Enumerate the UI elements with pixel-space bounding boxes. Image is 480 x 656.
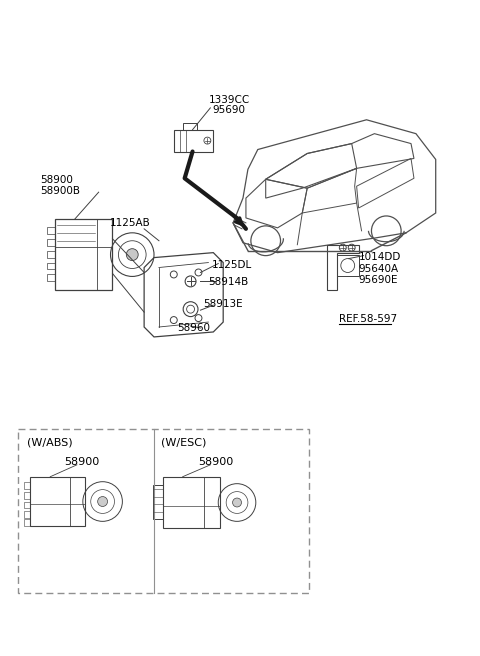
- Bar: [24, 482, 30, 489]
- Bar: [47, 262, 55, 270]
- Bar: [183, 123, 197, 130]
- Text: (W/ABS): (W/ABS): [27, 437, 73, 447]
- Bar: [24, 502, 30, 508]
- Text: 58900: 58900: [64, 457, 99, 467]
- Text: 95690E: 95690E: [359, 276, 398, 285]
- Text: (W/ESC): (W/ESC): [161, 437, 206, 447]
- Bar: [24, 491, 30, 499]
- Text: 58960: 58960: [177, 323, 210, 333]
- Text: 58900: 58900: [199, 457, 234, 467]
- Bar: [24, 512, 30, 518]
- Text: 95690: 95690: [212, 105, 245, 115]
- Bar: [337, 255, 359, 276]
- Text: 58914B: 58914B: [208, 277, 249, 287]
- Text: 58900B: 58900B: [40, 186, 80, 196]
- Bar: [47, 239, 55, 246]
- Bar: [47, 251, 55, 258]
- Bar: [24, 520, 30, 526]
- Bar: [163, 477, 220, 528]
- Text: REF.58-597: REF.58-597: [339, 314, 397, 324]
- Bar: [47, 274, 55, 281]
- Text: 95640A: 95640A: [359, 264, 399, 274]
- Circle shape: [233, 498, 241, 507]
- Bar: [55, 219, 112, 291]
- Text: 1014DD: 1014DD: [359, 252, 401, 262]
- Text: 1339CC: 1339CC: [208, 95, 250, 105]
- Bar: [153, 485, 163, 520]
- Text: 1125DL: 1125DL: [211, 260, 252, 270]
- Bar: [47, 227, 55, 234]
- Circle shape: [126, 249, 138, 260]
- Text: 1125AB: 1125AB: [109, 218, 150, 228]
- Bar: [30, 477, 85, 526]
- Text: 58913E: 58913E: [204, 299, 243, 309]
- Circle shape: [97, 497, 108, 506]
- Text: 58900: 58900: [40, 175, 73, 185]
- Bar: [174, 130, 213, 152]
